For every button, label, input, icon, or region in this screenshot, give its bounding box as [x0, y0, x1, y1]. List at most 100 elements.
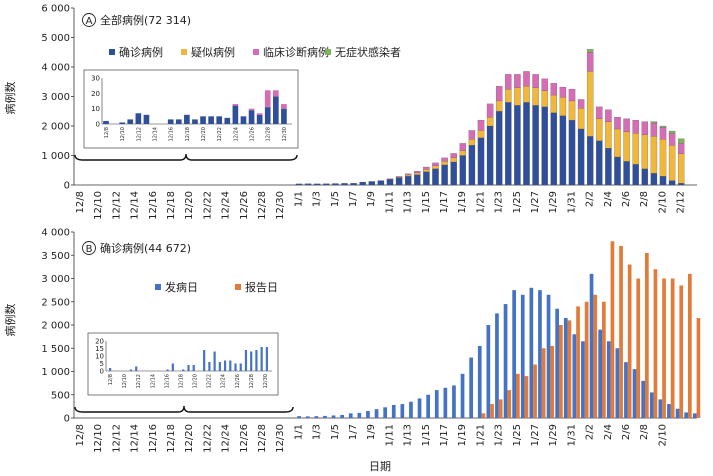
panel-b-bar-report: [584, 301, 589, 418]
panel-a-bar-suspected: [614, 128, 621, 158]
panel-a-legend-label: 确诊病例: [119, 45, 163, 59]
panel-a-bar-suspected: [414, 172, 421, 175]
panel-a-inset-xtick-label: 12/12: [136, 127, 142, 141]
panel-b-inset-bar-onset: [166, 369, 169, 371]
panel-b-xlabel: 日期: [369, 460, 391, 473]
panel-a-bar-confirmed: [550, 112, 558, 186]
panel-a-bar-clinical: [468, 130, 476, 140]
panel-b-bar-onset: [649, 392, 654, 418]
panel-a-bar-suspected: [450, 157, 457, 163]
panel-a-inset-bar-confirmed: [232, 105, 239, 124]
panel-b-inset-bar-onset: [234, 363, 237, 371]
panel-b-xtick-label: 12/18: [166, 424, 177, 453]
panel-a-bar-clinical: [486, 103, 494, 118]
panel-b-inset-bar-onset: [265, 347, 268, 371]
panel-a-ytick-label: 4 000: [41, 63, 70, 74]
panel-a-xtick-label: 2/12: [676, 191, 687, 213]
panel-a-inset-xtick-label: 12/14: [153, 127, 159, 141]
panel-a-legend-label: 无症状感染者: [335, 45, 401, 59]
panel-b-bar-onset: [469, 357, 473, 418]
panel-a-bar-suspected: [677, 153, 685, 184]
panel-a-inset-bar-confirmed: [192, 119, 198, 124]
panel-a-inset-bar-confirmed: [264, 107, 271, 124]
panel-a-xtick-label: 1/7: [348, 191, 359, 207]
panel-a-xtick-label: 2/10: [657, 191, 668, 213]
panel-b-bar-onset: [434, 390, 439, 418]
panel-a-xtick-label: 1/1: [293, 191, 304, 207]
panel-a-bar-suspected: [441, 161, 448, 166]
panel-b-bar-report: [541, 348, 546, 418]
panel-a-inset-xtick-label: 12/26: [250, 127, 256, 141]
panel-a-ytick-label: 2 000: [41, 122, 70, 133]
panel-a-bar-suspected: [514, 87, 521, 106]
panel-b-bar-report: [662, 278, 666, 418]
panel-b-bar-report: [679, 285, 684, 418]
panel-a-bar-suspected: [505, 89, 512, 103]
panel-a-bar-suspected: [468, 139, 476, 146]
panel-a-bar-confirmed: [477, 137, 485, 186]
panel-a-bar-suspected: [623, 131, 630, 162]
panel-a-inset-xtick-label: 12/24: [233, 127, 239, 141]
panel-b-bar-report: [645, 252, 649, 418]
panel-b-bar-onset: [486, 325, 491, 418]
panel-b-xtick-label: 2/10: [657, 424, 668, 446]
panel-a-bar-confirmed: [423, 171, 430, 186]
panel-a-bar-confirmed: [623, 161, 630, 186]
panel-a-bar-confirmed: [341, 183, 348, 186]
panel-b-confirmed-cases: 病例数 B 确诊病例(44 672) 发病日 报告日 0 500 1 000 1 500…: [3, 228, 701, 473]
panel-b-bar-report: [653, 269, 658, 418]
panel-a-inset-xtick-label: 12/30: [282, 127, 288, 141]
panel-b-xtick-label: 1/17: [439, 424, 450, 446]
panel-b-bar-onset: [632, 369, 637, 418]
panel-b-bar-report: [610, 241, 615, 418]
panel-a-bar-confirmed: [395, 177, 403, 186]
panel-a-bar-clinical: [505, 74, 512, 90]
panel-a-bar-confirmed: [514, 105, 521, 186]
panel-a-bar-clinical: [577, 99, 585, 109]
panel-a-inset: 0 10 20 30 12/8 12/10 12/12 12/14 12/16 12/18 12/2…: [83, 69, 299, 149]
panel-a-letter-circle: [82, 13, 96, 27]
panel-a-bar-confirmed: [404, 176, 412, 186]
panel-b-xtick-label: 1/1: [293, 424, 304, 440]
panel-a-bar-confirmed: [468, 145, 476, 186]
panel-a-bar-suspected: [586, 71, 594, 137]
panel-a-bar-suspected: [668, 145, 676, 181]
panel-b-inset-bar-onset: [208, 362, 211, 371]
panel-a-bar-clinical: [568, 89, 576, 102]
panel-b-xtick-label: 1/15: [421, 424, 432, 446]
panel-a-bar-clinical: [650, 122, 658, 137]
panel-a-bar-confirmed: [332, 183, 339, 186]
panel-a-bar-confirmed: [432, 168, 439, 186]
panel-a-inset-xtick-label: 12/18: [185, 127, 191, 141]
panel-a-bar-clinical: [596, 106, 603, 119]
panel-b-ytick-label: 0: [64, 414, 70, 425]
panel-b-xtick-label: 12/26: [239, 424, 250, 453]
panel-b-inset-bar-onset: [244, 350, 248, 371]
panel-b-bar-onset: [658, 399, 663, 418]
panel-b-bar-onset: [563, 318, 568, 418]
panel-b-xtick-label: 1/27: [530, 424, 541, 446]
panel-b-bar-onset: [615, 348, 620, 418]
panel-b-bar-onset: [520, 294, 525, 418]
panel-b-bar-onset: [667, 404, 671, 418]
panel-b-xtick-label: 2/2: [585, 424, 596, 440]
panel-b-bar-onset: [340, 414, 344, 418]
panel-b-xtick-label: 12/10: [93, 424, 104, 453]
panel-a-bar-confirmed: [495, 111, 503, 186]
panel-b-ytick-label: 500: [51, 390, 70, 401]
panel-b-inset-bar-onset: [239, 363, 242, 371]
panel-a-bar-confirmed: [313, 183, 321, 186]
panel-b-bar-onset: [443, 387, 448, 418]
panel-a-bar-clinical: [395, 176, 403, 178]
panel-a-xtick-label: 12/22: [202, 191, 213, 220]
panel-b-xtick-label: 12/12: [111, 424, 122, 453]
panel-a-xtick-label: 12/30: [275, 191, 286, 220]
panel-a-bar-confirmed: [568, 119, 576, 186]
panel-a-inset-xtick-label: 12/8: [104, 127, 110, 138]
panel-a-inset-bar-confirmed: [135, 113, 142, 124]
panel-a-bar-suspected: [632, 133, 639, 165]
panel-a-inset-frame: [83, 69, 299, 149]
panel-a-bar-suspected: [605, 121, 612, 149]
panel-a-bar-confirmed: [650, 173, 658, 186]
panel-b-bar-onset: [495, 313, 499, 418]
